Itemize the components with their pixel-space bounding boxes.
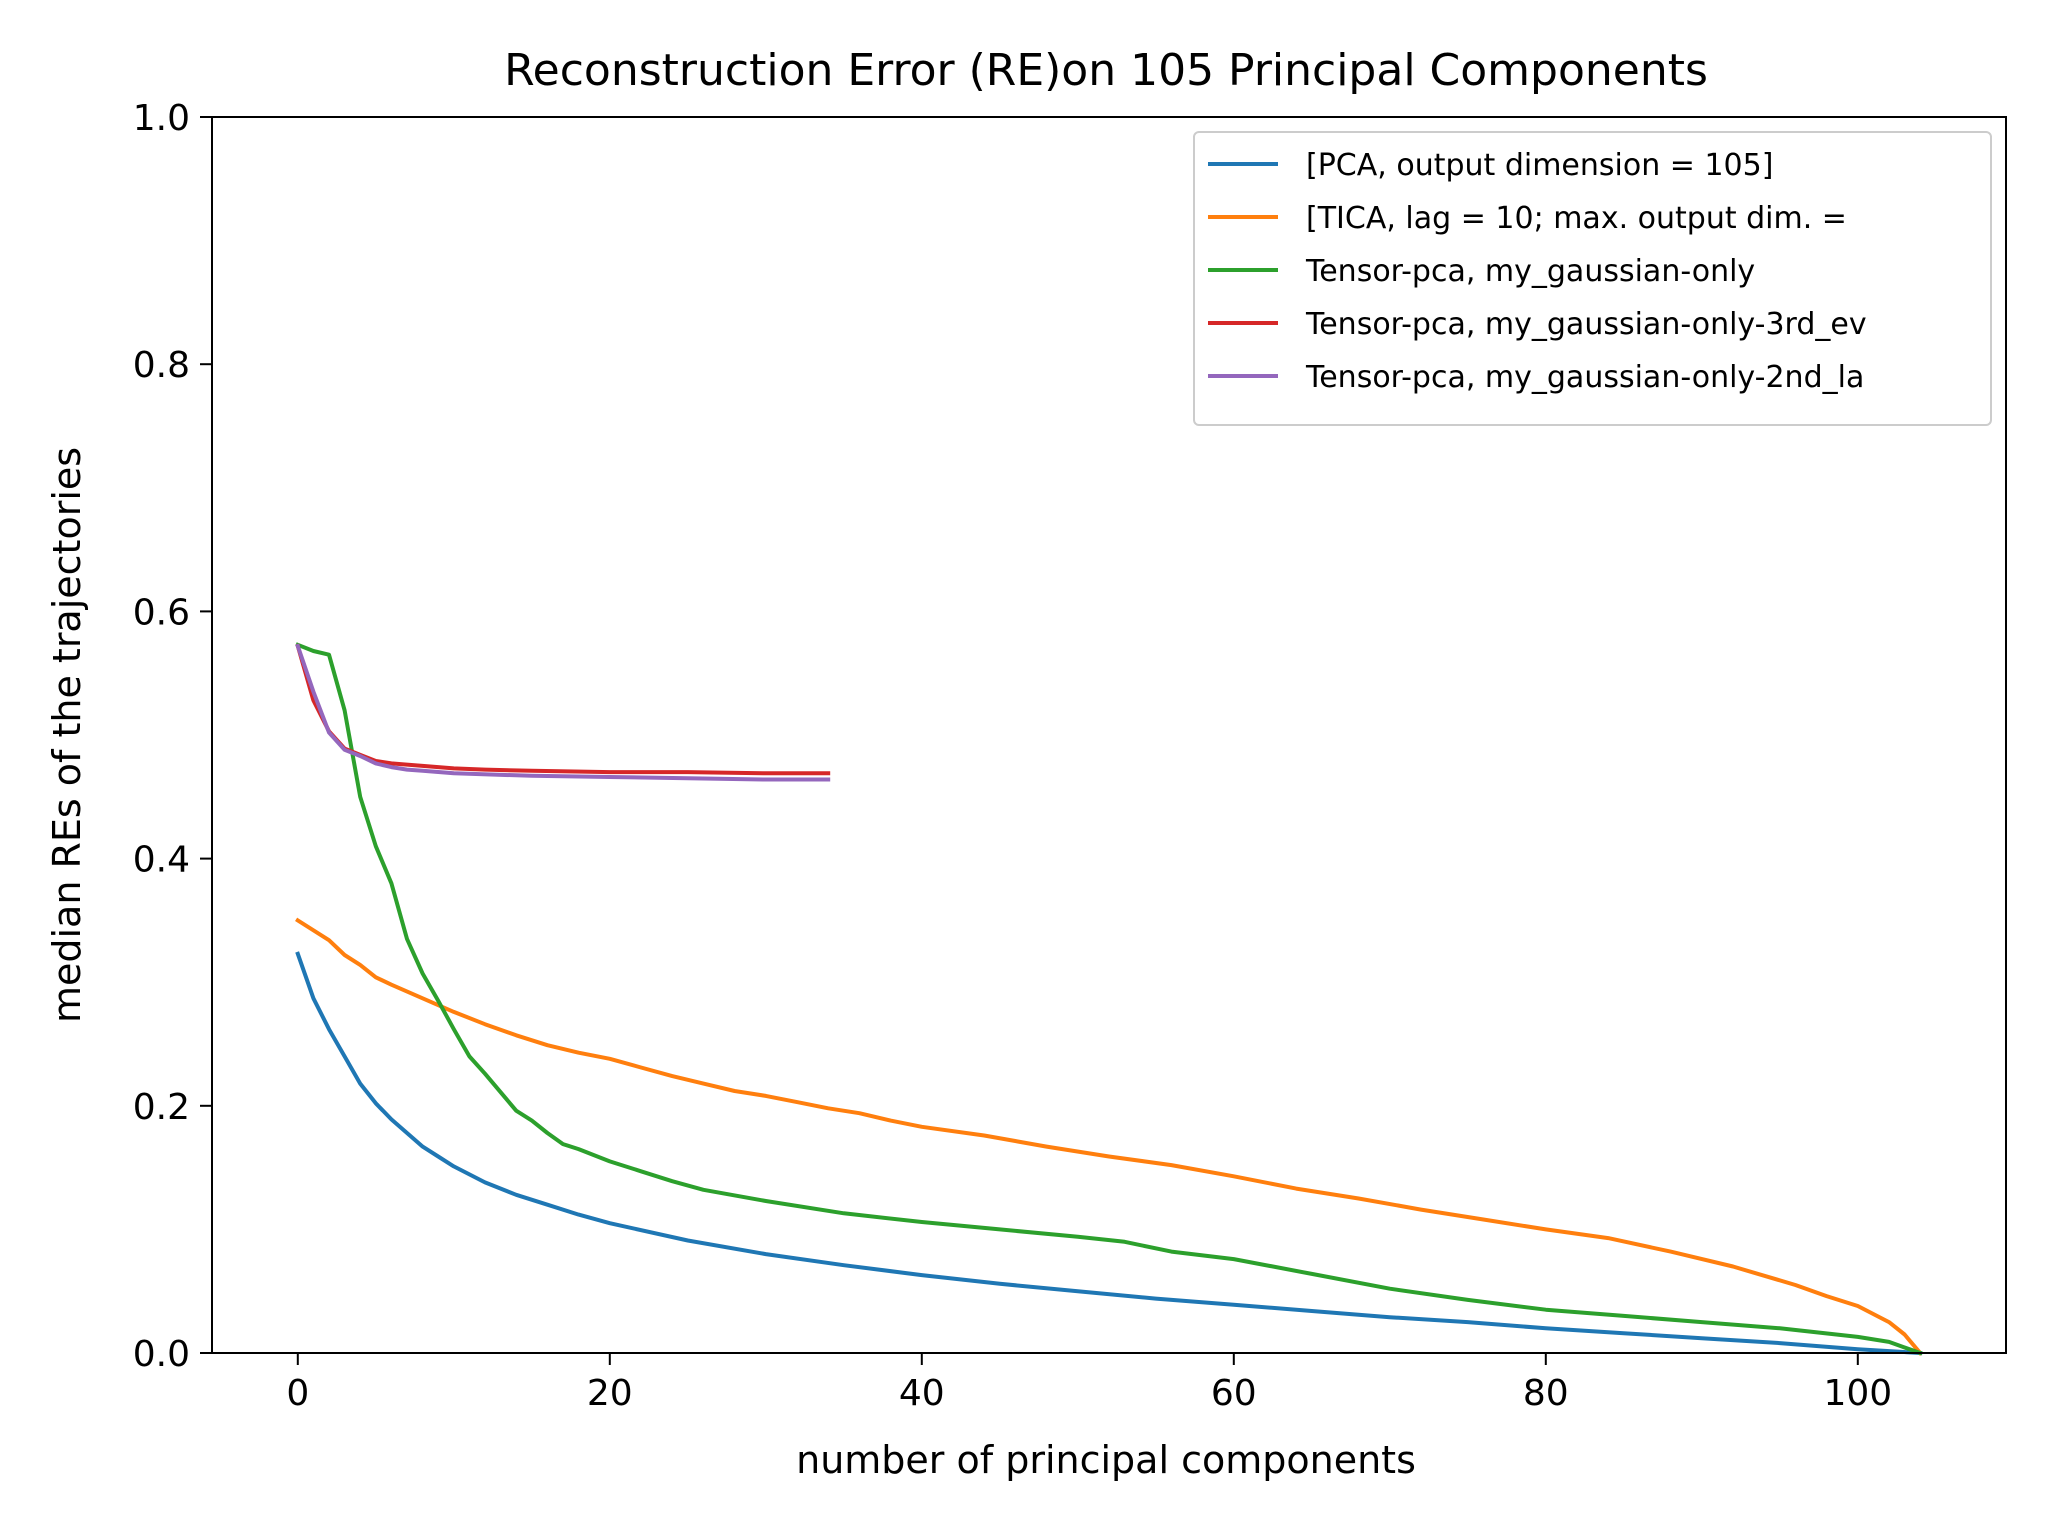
plot-frame	[211, 116, 2007, 1354]
series-line-1	[295, 951, 1923, 1356]
series-line-3	[295, 642, 1923, 1356]
x-tick-label: 80	[1523, 1373, 1569, 1414]
y-axis-label: median REs of the trajectories	[45, 447, 89, 1023]
y-tick-label: 0.6	[133, 592, 190, 633]
x-tick-label: 100	[1823, 1373, 1892, 1414]
y-tick-label: 0.0	[133, 1334, 190, 1375]
legend-label: Tensor-pca, my_gaussian-only-2nd_la	[1305, 360, 1864, 395]
legend: [PCA, output dimension = 105] [TICA, lag …	[1193, 131, 1992, 426]
legend-label: Tensor-pca, my_gaussian-only-3rd_ev	[1305, 307, 1867, 342]
y-axis-ticks: 0.0 0.2 0.4 0.6 0.8 1.0	[133, 98, 212, 1375]
series-line-2	[295, 917, 1924, 1356]
y-tick-label: 1.0	[133, 98, 190, 139]
y-tick-label: 0.8	[133, 345, 190, 386]
series-layer	[295, 642, 1924, 1356]
x-tick-label: 60	[1211, 1373, 1257, 1414]
x-tick-label: 0	[286, 1373, 309, 1414]
y-tick-label: 0.2	[133, 1087, 190, 1128]
x-tick-label: 40	[899, 1373, 945, 1414]
legend-label: [TICA, lag = 10; max. output dim. =	[1306, 201, 1847, 236]
legend-label: Tensor-pca, my_gaussian-only	[1305, 254, 1755, 289]
x-axis-ticks: 0 20 40 60 80 100	[286, 1353, 1892, 1414]
series-line-5	[295, 643, 831, 782]
chart-title: Reconstruction Error (RE)on 105 Principa…	[504, 45, 1708, 96]
y-tick-label: 0.4	[133, 840, 190, 881]
legend-box	[1193, 131, 1992, 426]
legend-label: [PCA, output dimension = 105]	[1306, 148, 1773, 183]
x-tick-label: 20	[587, 1373, 633, 1414]
x-axis-label: number of principal components	[796, 1438, 1416, 1482]
